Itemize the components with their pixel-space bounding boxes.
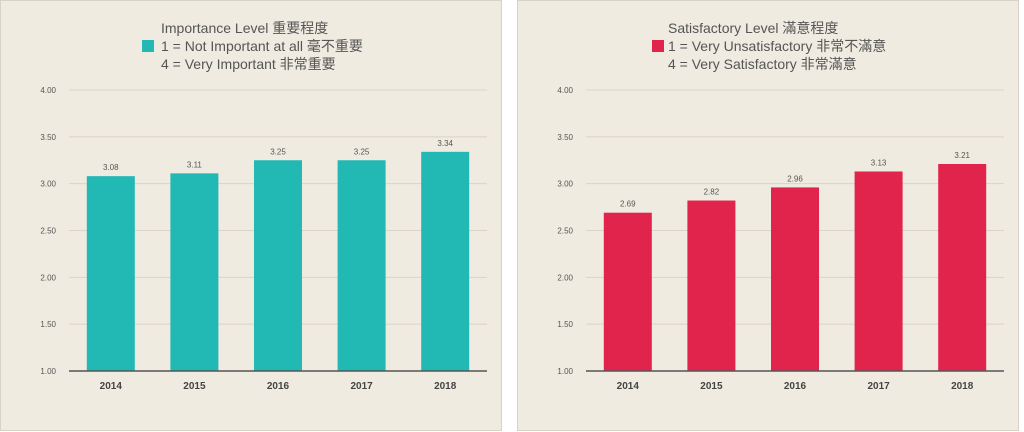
- data-label: 3.21: [954, 151, 970, 160]
- y-tick-label: 3.00: [40, 180, 56, 189]
- legend-note-min: 1 = Very Unsatisfactory 非常不滿意: [668, 38, 887, 54]
- bar: [771, 187, 819, 371]
- y-tick-label: 1.00: [557, 367, 573, 376]
- bar: [254, 160, 302, 371]
- y-tick-label: 3.50: [40, 133, 56, 142]
- x-tick-label: 2015: [183, 381, 206, 392]
- x-tick-label: 2018: [951, 381, 974, 392]
- y-tick-label: 3.50: [557, 133, 573, 142]
- x-tick-label: 2015: [700, 381, 723, 392]
- data-label: 2.96: [787, 174, 803, 183]
- x-tick-label: 2014: [617, 381, 640, 392]
- legend-swatch: [652, 40, 664, 52]
- y-tick-label: 2.50: [40, 227, 56, 236]
- y-tick-label: 2.00: [557, 273, 573, 282]
- data-label: 2.82: [704, 188, 720, 197]
- y-tick-label: 3.00: [557, 180, 573, 189]
- data-label: 3.08: [103, 163, 119, 172]
- data-label: 3.34: [437, 139, 453, 148]
- bar: [337, 160, 386, 371]
- bar: [86, 176, 135, 371]
- y-tick-label: 2.50: [557, 227, 573, 236]
- bar: [603, 212, 652, 371]
- x-tick-label: 2017: [867, 381, 890, 392]
- bar: [421, 151, 470, 371]
- bar: [938, 163, 987, 371]
- x-tick-label: 2016: [784, 381, 807, 392]
- data-label: 3.25: [354, 147, 370, 156]
- legend-note-min: 1 = Not Important at all 毫不重要: [161, 38, 363, 54]
- y-tick-label: 4.00: [40, 86, 56, 95]
- satisfaction-chart-panel: Satisfactory Level 滿意程度 1 = Very Unsatis…: [517, 0, 1019, 431]
- data-label: 3.11: [187, 160, 203, 169]
- bar: [854, 171, 903, 371]
- y-tick-label: 1.50: [557, 320, 573, 329]
- x-tick-label: 2017: [350, 381, 373, 392]
- y-tick-label: 1.50: [40, 320, 56, 329]
- importance-bar-chart: 1.00 1.50 2.00 2.50 3.00 3.50 4.00 3.08 2014 3.11…: [40, 86, 487, 392]
- legend-swatch: [142, 40, 154, 52]
- y-tick-label: 2.00: [40, 273, 56, 282]
- bar: [170, 173, 219, 371]
- legend-note-max: 4 = Very Satisfactory 非常滿意: [668, 56, 857, 72]
- data-label: 3.13: [871, 158, 887, 167]
- x-tick-label: 2016: [267, 381, 290, 392]
- data-label: 3.25: [270, 147, 286, 156]
- data-label: 2.69: [620, 200, 636, 209]
- bar: [687, 200, 736, 371]
- legend-note-max: 4 = Very Important 非常重要: [161, 56, 336, 72]
- satisfaction-bar-chart: 1.00 1.50 2.00 2.50 3.00 3.50 4.00 2.69 2014 2.82…: [557, 86, 1004, 392]
- x-tick-label: 2018: [434, 381, 457, 392]
- x-tick-label: 2014: [100, 381, 123, 392]
- y-tick-label: 4.00: [557, 86, 573, 95]
- y-tick-label: 1.00: [40, 367, 56, 376]
- importance-chart-panel: Importance Level 重要程度 1 = Not Important …: [0, 0, 502, 431]
- legend-label: Importance Level 重要程度: [161, 20, 329, 36]
- legend-label: Satisfactory Level 滿意程度: [668, 20, 839, 36]
